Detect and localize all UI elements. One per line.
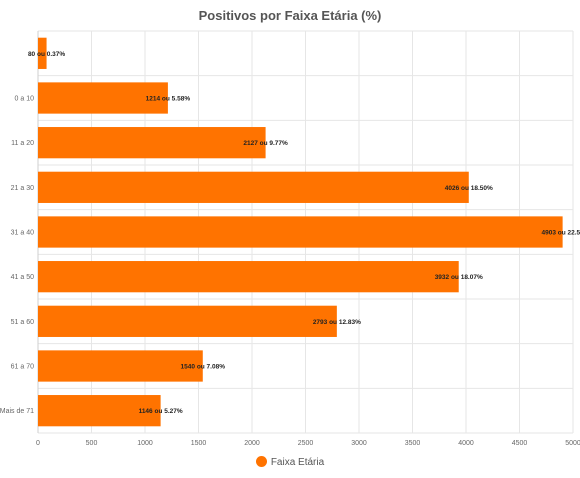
x-tick-label: 500 bbox=[86, 440, 98, 447]
y-tick-label: Mais de 71 bbox=[0, 408, 34, 415]
bar bbox=[38, 305, 337, 337]
bar bbox=[38, 127, 266, 159]
bar bbox=[38, 350, 203, 382]
bar bbox=[38, 216, 563, 248]
y-tick-label: 51 a 60 bbox=[11, 319, 34, 326]
data-label: 2127 ou 9.77% bbox=[243, 140, 288, 147]
legend-swatch bbox=[255, 456, 267, 467]
y-tick-label: 11 a 20 bbox=[11, 140, 34, 147]
y-tick-label: 31 a 40 bbox=[11, 230, 34, 237]
bar bbox=[38, 37, 47, 69]
y-tick-label: 0 a 10 bbox=[15, 96, 35, 103]
x-tick-label: 1000 bbox=[137, 440, 153, 447]
data-label: 80 ou 0.37% bbox=[28, 51, 65, 58]
legend-label: Faixa Etária bbox=[270, 457, 325, 468]
x-tick-label: 4000 bbox=[458, 440, 474, 447]
chart-title: Positivos por Faixa Etária (%) bbox=[198, 8, 382, 23]
data-label: 1214 ou 5.58% bbox=[146, 96, 191, 103]
y-tick-label: 21 a 30 bbox=[11, 185, 34, 192]
data-label: 3932 ou 18.07% bbox=[435, 274, 483, 281]
data-label: 1540 ou 7.08% bbox=[181, 364, 226, 371]
bar bbox=[38, 82, 168, 114]
data-label: 1146 ou 5.27% bbox=[139, 408, 183, 415]
data-label: 4026 ou 18.50% bbox=[445, 185, 493, 192]
x-tick-label: 2500 bbox=[298, 440, 314, 447]
x-tick-label: 2000 bbox=[244, 440, 260, 447]
bar bbox=[38, 171, 469, 203]
x-tick-label: 1500 bbox=[191, 440, 207, 447]
legend[interactable]: Faixa Etária bbox=[0, 456, 580, 468]
bar bbox=[38, 261, 459, 293]
y-tick-label: 41 a 50 bbox=[11, 274, 34, 281]
x-tick-label: 4500 bbox=[512, 440, 528, 447]
data-label: 4903 ou 22.53 bbox=[541, 230, 580, 237]
x-tick-label: 3000 bbox=[351, 440, 367, 447]
x-tick-label: 0 bbox=[36, 440, 40, 447]
x-tick-label: 5000 bbox=[565, 440, 580, 447]
y-tick-label: 61 a 70 bbox=[11, 364, 34, 371]
data-label: 2793 ou 12.83% bbox=[313, 319, 361, 326]
bar bbox=[38, 395, 161, 427]
x-tick-label: 3500 bbox=[405, 440, 421, 447]
